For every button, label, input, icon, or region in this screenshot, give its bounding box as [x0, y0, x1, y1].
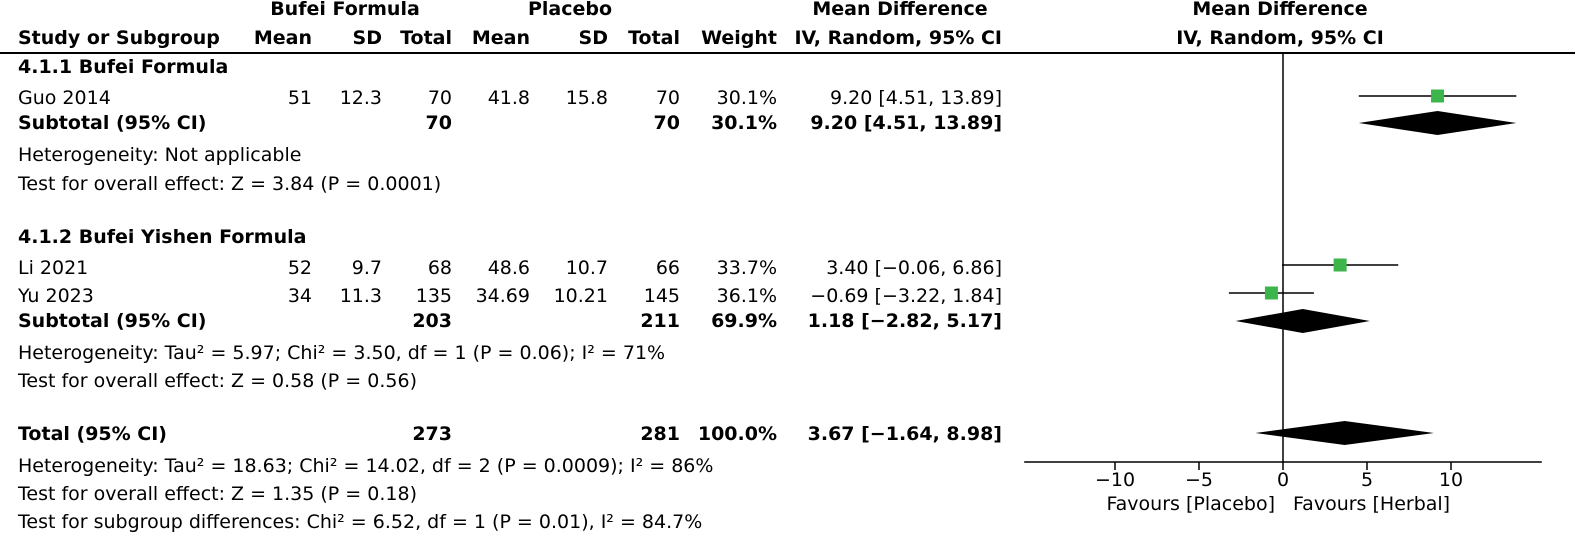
overall-effect-text: Test for overall effect: Z = 0.58 (P = 0… [18, 370, 417, 392]
total2-cell: 66 [655, 257, 680, 279]
study-column-header: Study or Subgroup [18, 27, 220, 49]
weight-cell: 36.1% [716, 285, 777, 307]
subtotal-total1: 70 [425, 112, 452, 134]
weight-header: Weight [701, 27, 777, 49]
mean1-cell: 51 [287, 87, 312, 109]
total-total1: 273 [412, 423, 452, 445]
sd1-cell: 12.3 [339, 87, 382, 109]
pooled-diamond [1255, 421, 1434, 445]
ci-cell: −0.69 [−3.22, 1.84] [810, 285, 1002, 307]
overall-effect-text: Test for overall effect: Z = 3.84 (P = 0… [18, 173, 442, 195]
study-name: Li 2021 [18, 257, 89, 279]
subgroup-title: 4.1.1 Bufei Formula [18, 56, 229, 78]
md-plot-header: Mean Difference [1192, 0, 1368, 20]
sd1-cell: 11.3 [339, 285, 382, 307]
total1-header: Total [400, 27, 452, 49]
total2-cell: 145 [643, 285, 680, 307]
pooled-diamond [1358, 111, 1517, 135]
subtotal-total1: 203 [412, 310, 452, 332]
total-label: Total (95% CI) [18, 423, 167, 445]
md-table-header: Mean Difference [812, 0, 988, 20]
subgroup-differences-text: Test for subgroup differences: Chi² = 6.… [18, 511, 703, 533]
total1-cell: 70 [427, 87, 452, 109]
x-tick-label: −5 [1185, 469, 1213, 491]
sd2-header: SD [578, 27, 608, 49]
total1-cell: 68 [427, 257, 452, 279]
mean2-cell: 48.6 [487, 257, 530, 279]
total1-cell: 135 [415, 285, 452, 307]
subtotal-weight: 30.1% [711, 112, 777, 134]
subtotal-total2: 211 [640, 310, 680, 332]
study-point [1333, 258, 1347, 272]
group2-header: Placebo [527, 0, 613, 20]
favours-left-label: Favours [Placebo] [1106, 493, 1275, 515]
mean1-cell: 34 [287, 285, 312, 307]
x-tick-label: 5 [1361, 469, 1373, 491]
total-total2: 281 [640, 423, 680, 445]
weight-cell: 30.1% [716, 87, 777, 109]
method-table-header: IV, Random, 95% CI [794, 27, 1002, 49]
total2-cell: 70 [655, 87, 680, 109]
study-name: Guo 2014 [18, 87, 111, 109]
pooled-diamond [1235, 309, 1370, 333]
mean2-cell: 41.8 [487, 87, 530, 109]
sd1-cell: 9.7 [351, 257, 382, 279]
mean1-cell: 52 [287, 257, 312, 279]
mean2-cell: 34.69 [475, 285, 530, 307]
mean1-header: Mean [253, 27, 312, 49]
ci-cell: 3.40 [−0.06, 6.86] [826, 257, 1002, 279]
subtotal-label: Subtotal (95% CI) [18, 310, 207, 332]
subtotal-ci: 1.18 [−2.82, 5.17] [807, 310, 1002, 332]
group1-header: Bufei Formula [270, 0, 420, 20]
total-heterogeneity-text: Heterogeneity: Tau² = 18.63; Chi² = 14.0… [18, 455, 714, 477]
study-point [1264, 286, 1278, 300]
study-name: Yu 2023 [18, 285, 94, 307]
subtotal-ci: 9.20 [4.51, 13.89] [810, 112, 1002, 134]
ci-cell: 9.20 [4.51, 13.89] [830, 87, 1002, 109]
sd2-cell: 10.21 [553, 285, 608, 307]
total-ci: 3.67 [−1.64, 8.98] [807, 423, 1002, 445]
heterogeneity-text: Heterogeneity: Not applicable [18, 144, 302, 166]
total2-header: Total [628, 27, 680, 49]
sd2-cell: 15.8 [565, 87, 608, 109]
method-plot-header: IV, Random, 95% CI [1176, 27, 1384, 49]
sd2-cell: 10.7 [565, 257, 608, 279]
weight-cell: 33.7% [716, 257, 777, 279]
study-point [1431, 89, 1445, 103]
header-rule [0, 52, 1575, 54]
subtotal-label: Subtotal (95% CI) [18, 112, 207, 134]
x-tick-label: 10 [1439, 469, 1463, 491]
subtotal-total2: 70 [653, 112, 680, 134]
total-overall-effect-text: Test for overall effect: Z = 1.35 (P = 0… [18, 483, 417, 505]
heterogeneity-text: Heterogeneity: Tau² = 5.97; Chi² = 3.50,… [18, 342, 666, 364]
x-tick-label: −10 [1095, 469, 1135, 491]
subgroup-title: 4.1.2 Bufei Yishen Formula [18, 226, 307, 248]
x-tick-label: 0 [1277, 469, 1289, 491]
subtotal-weight: 69.9% [711, 310, 777, 332]
favours-right-label: Favours [Herbal] [1293, 493, 1450, 515]
mean2-header: Mean [471, 27, 530, 49]
total-weight: 100.0% [697, 423, 777, 445]
sd1-header: SD [352, 27, 382, 49]
